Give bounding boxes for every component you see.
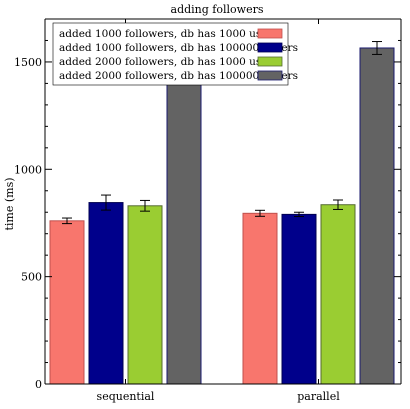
y-axis-label: time (ms) — [3, 177, 16, 230]
legend-label: added 2000 followers, db has 1000 users — [59, 56, 278, 68]
y-tick-label: 1000 — [14, 163, 42, 176]
bar-sequential-series-4 — [166, 39, 202, 385]
legend-box — [52, 22, 289, 86]
category-label: sequential — [97, 390, 155, 403]
bar-parallel-series-2 — [281, 213, 317, 385]
axes-group — [44, 18, 402, 385]
y-tick-labels: 0 500 1000 1500 — [14, 56, 42, 391]
category-labels: sequential parallel — [97, 390, 341, 403]
bar-parallel-series-4 — [359, 47, 395, 385]
legend-label: added 1000 followers, db has 1000 users — [59, 28, 278, 40]
bar-sequential-series-3 — [127, 205, 163, 385]
y-tick-label: 500 — [21, 271, 42, 284]
bars-group — [49, 39, 395, 385]
category-label: parallel — [297, 390, 340, 403]
legend-swatch — [257, 28, 283, 39]
bar-parallel-series-3 — [320, 204, 356, 385]
bar-sequential-series-1 — [49, 220, 85, 385]
chart-title: adding followers — [171, 3, 264, 16]
bar-parallel-series-1 — [242, 212, 278, 385]
legend-label: added 1000 followers, db has 1000000 use… — [59, 42, 298, 54]
legend-swatch — [257, 70, 283, 81]
legend-label: added 2000 followers, db has 1000000 use… — [59, 70, 298, 82]
legend-swatch — [257, 42, 283, 53]
legend: added 1000 followers, db has 1000 users a… — [52, 22, 298, 86]
legend-swatch — [257, 56, 283, 67]
bar-sequential-series-2 — [88, 202, 124, 385]
y-tick-label: 0 — [35, 378, 42, 391]
y-tick-label: 1500 — [14, 56, 42, 69]
